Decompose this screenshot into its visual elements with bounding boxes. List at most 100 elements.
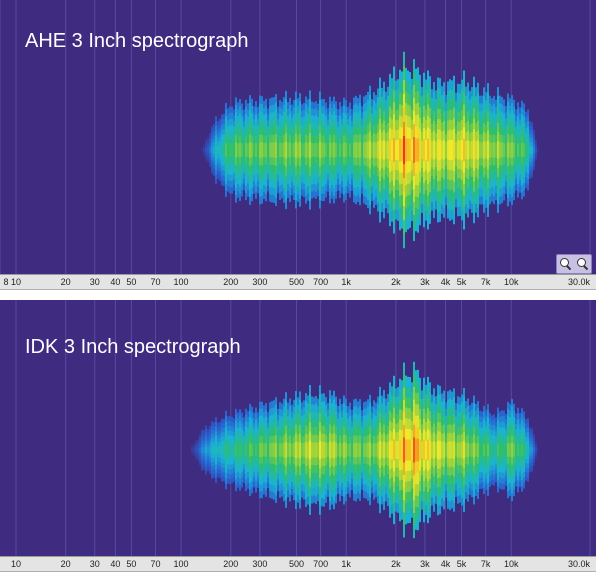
spectrogram-cell [247,444,249,456]
spectrogram-cell [257,444,259,456]
spectrogram-cell [201,149,203,151]
spectrogram-cell [287,443,289,457]
spectrogram-cell [521,444,523,456]
tick-label: 20 [60,277,71,287]
spectrogram-cell [463,441,465,459]
spectrogram-cell [421,441,423,459]
spectrogram-cell [533,447,535,453]
spectrogram-cell [219,445,221,455]
spectrogram-cell [277,444,279,456]
spectrogram-cell [499,444,501,456]
spectrogram-cell [351,144,353,156]
tick-label: 300 [252,277,268,287]
spectrogram-cell [419,439,421,461]
tick-label: 1k [341,559,351,569]
spectrogram-cell [423,138,425,162]
spectrogram-cell [477,443,479,457]
spectrogram-cell [253,143,255,157]
spectrogram-cell [457,442,459,458]
spectrogram-cell [391,440,393,460]
spectrogram-cell [279,443,281,457]
spectrogram-cell [241,444,243,456]
spectrogram-cell [465,443,467,457]
spectrogram-cell [283,442,285,458]
spectrogram-cell [327,443,329,457]
spectrogram-cell [503,142,505,158]
zoom-in-icon[interactable] [559,257,573,271]
spectrogram-cell [303,143,305,157]
spectrogram-cell [537,449,539,451]
spectrogram-cell [505,143,507,157]
spectrogram-cell [515,144,517,156]
tick-label: 7k [480,277,491,287]
spectrogram-cell [321,441,323,459]
zoom-out-icon[interactable] [576,257,590,271]
spectrogram-cell [213,146,215,154]
spectrogram-cell [383,140,385,160]
spectrogram-cell [331,442,333,458]
tick-label: 200 [223,277,239,287]
spectrogram-cell [281,443,283,457]
spectrogram-cell [443,441,445,459]
spectrogram-cell [521,142,523,158]
tick-label: 700 [313,559,329,569]
spectrogram-cell [487,140,489,160]
spectrogram-cell [447,140,449,160]
spectrogram-cell [283,142,285,158]
spectrogram-cell [429,139,431,161]
spectrogram-cell [433,140,435,160]
spectrogram-cell [347,443,349,457]
spectrogram-cell [377,442,379,458]
spectrogram-cell [297,442,299,458]
spectrogram-cell [511,442,513,458]
tick-label: 3k [420,277,430,287]
spectrogram-cell [397,441,399,459]
spectrogram-cell [411,139,413,161]
spectrogram-cell [503,444,505,456]
spectrogram-cell [235,142,237,158]
spectrogram-cell [449,139,451,161]
spectrogram-cell [193,449,195,451]
tick-label: 100 [173,277,189,287]
spectrogram-cell [335,143,337,157]
spectrogram-cell [271,142,273,158]
spectrogram-cell [325,143,327,157]
spectrogram-cell [305,441,307,459]
spectrogram-cell [463,138,465,162]
spectrogram-cell [395,441,397,459]
spectrogram-cell [531,146,533,154]
spectrogram-cell [469,141,471,159]
spectrogram-cell [243,445,245,455]
spectrogram-cell [333,142,335,158]
spectrogram-cell [369,140,371,160]
spectrogram-cell [529,446,531,454]
spectrogram-cell [525,445,527,455]
tick-label: 700 [313,277,329,287]
spectrogram-cell [501,444,503,456]
tick-label: 5k [456,277,467,287]
spectrogram-cell [375,142,377,158]
tick-label: 20 [60,559,71,569]
spectrogram-svg [0,0,591,274]
spectrogram-cell [337,144,339,156]
spectrogram-cell [273,142,275,158]
spectrogram-cell [265,142,267,158]
spectrogram-cell [191,449,193,451]
spectrogram-cell [535,148,537,152]
spectrogram-cell [355,442,357,458]
spectrogram-cell [271,443,273,457]
spectrogram-cell [531,446,533,454]
spectrogram-cell [339,442,341,458]
spectrogram-cell [297,142,299,158]
spectrogram-cell [505,444,507,456]
spectrogram-cell [363,443,365,457]
spectrogram-cell [489,142,491,158]
spectrogram-cell [389,440,391,460]
spectrogram-cell [413,137,415,163]
spectrogram-cell [309,141,311,159]
frequency-axis: 8 10 20 30 40 50 70 100 200 300 500 700 1k 2k 3k 4k 5k 7k… [0,274,596,290]
tick-label: 30 [89,277,100,287]
spectrogram-cell [487,443,489,457]
spectrogram-cell [511,142,513,158]
spectrogram-cell [537,149,539,151]
